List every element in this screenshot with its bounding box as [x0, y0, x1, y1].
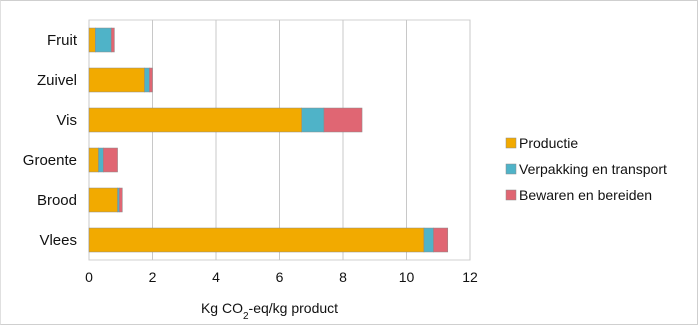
bar-segment-groente-3 [103, 147, 118, 173]
x-axis-title: Kg CO2-eq/kg product [201, 300, 338, 322]
bar-segment-zuivel-3 [149, 67, 153, 93]
bar-segment-vis-3 [323, 107, 363, 133]
bar-segment-groente-2 [98, 147, 104, 173]
x-tick-labels: 0 2 4 6 8 10 12 [85, 269, 478, 285]
x-tick-label: 10 [399, 269, 415, 285]
bar-segment-fruit-2 [95, 27, 112, 53]
legend-swatch [505, 137, 517, 149]
bar-segment-zuivel-2 [144, 67, 150, 93]
bar-segment-vlees-2 [423, 227, 434, 253]
bar-segment-vis-2 [301, 107, 325, 133]
legend: Productie Verpakking en transport Bewaren … [505, 135, 667, 203]
legend-label: Verpakking en transport [519, 161, 667, 177]
gridlines [88, 19, 471, 261]
legend-swatch [505, 189, 517, 201]
bar-segment-vlees-3 [433, 227, 449, 253]
bar-segment-brood-3 [118, 187, 123, 213]
category-label: Brood [37, 192, 77, 209]
category-label: Fruit [47, 32, 78, 49]
legend-swatch [505, 163, 517, 175]
x-tick-label: 12 [462, 269, 478, 285]
category-label: Groente [23, 152, 77, 169]
category-label: Zuivel [37, 72, 77, 89]
x-tick-label: 8 [339, 269, 347, 285]
legend-label: Productie [519, 135, 578, 151]
bars [88, 27, 449, 253]
category-label: Vis [56, 112, 77, 129]
x-tick-label: 6 [276, 269, 284, 285]
bar-segment-fruit-3 [110, 27, 115, 53]
bar-segment-brood-1 [88, 187, 118, 213]
bar-segment-fruit-1 [88, 27, 96, 53]
legend-label: Bewaren en bereiden [519, 187, 652, 203]
bar-segment-vis-1 [88, 107, 302, 133]
x-tick-label: 4 [212, 269, 220, 285]
category-labels: Fruit Zuivel Vis Groente Brood Vlees [23, 32, 78, 249]
bar-segment-groente-1 [88, 147, 99, 173]
bar-segment-zuivel-1 [88, 67, 145, 93]
x-tick-label: 2 [149, 269, 157, 285]
x-tick-label: 0 [85, 269, 93, 285]
category-label: Vlees [39, 232, 77, 249]
bar-segment-vlees-1 [88, 227, 425, 253]
